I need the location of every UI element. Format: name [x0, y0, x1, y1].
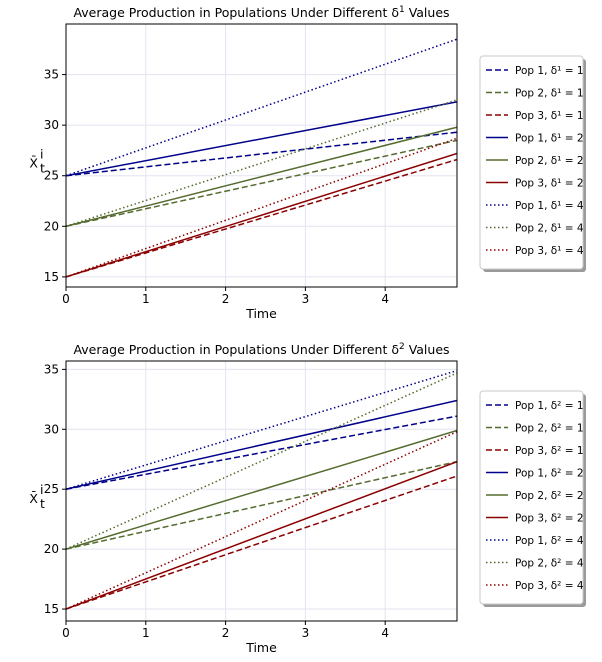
series-line-4: [66, 399, 457, 490]
plot-frame: [65, 23, 458, 288]
legend-label-5: Pop 2, δ¹ = 2: [515, 155, 584, 167]
legend-label-7: Pop 1, δ² = 4: [515, 535, 584, 547]
series-line-2: [66, 460, 457, 550]
series-line-5: [66, 126, 457, 228]
legend-label-6: Pop 3, δ¹ = 2: [515, 178, 584, 190]
chart-title-tail: Values: [405, 342, 450, 357]
y-tick-label: 15: [44, 602, 59, 616]
y-axis-label-sup: i: [40, 482, 43, 497]
y-tick-label: 30: [44, 422, 59, 436]
legend-label-8: Pop 2, δ² = 4: [515, 558, 584, 570]
chart-2: 0 1 2 3 4 15 20 25 30 35 Average Production in Pop…: [29, 342, 586, 655]
x-tick-label: 2: [222, 626, 230, 640]
y-axis-label-sup: i: [40, 147, 43, 162]
chart-title-sup: 1: [399, 5, 405, 15]
y-axis-label-sub: t: [40, 161, 45, 176]
x-tick-label: 4: [381, 626, 389, 640]
y-axis-label-sub: t: [40, 496, 45, 511]
y-tick-label: 35: [44, 362, 59, 376]
series-line-9: [66, 431, 457, 610]
series-line-9: [66, 137, 457, 278]
series-line-1: [66, 131, 457, 177]
series-line-3: [66, 158, 457, 278]
y-tick-label: 30: [44, 118, 59, 132]
chart-1: 0 1 2 3 4 15 20 25 30 35 Average Production in Pop…: [29, 5, 586, 321]
legend-label-7: Pop 1, δ¹ = 4: [515, 200, 584, 212]
plot-frame: [65, 360, 458, 622]
legend: Pop 1, δ¹ = 1 Pop 2, δ¹ = 1 Pop 3, δ¹ = 1 P…: [479, 55, 586, 272]
x-tick-label: 0: [62, 292, 70, 306]
y-tick-label: 20: [44, 219, 59, 233]
y-axis-label: X̄: [29, 156, 38, 171]
series-line-5: [66, 429, 457, 550]
series-line-6: [66, 460, 457, 610]
series-line-4: [66, 101, 457, 177]
legend-label-4: Pop 1, δ² = 2: [515, 468, 584, 480]
legend-label-5: Pop 2, δ² = 2: [515, 490, 584, 502]
x-tick-label: 0: [62, 626, 70, 640]
series-line-6: [66, 152, 457, 278]
series-line-8: [66, 99, 457, 228]
series-line-1: [66, 415, 457, 490]
series-group: [66, 38, 457, 278]
chart-title-main: Average Production in Populations Under …: [73, 5, 399, 20]
x-tick-label: 2: [222, 292, 230, 306]
series-line-7: [66, 38, 457, 177]
chart-title: Average Production in Populations Under …: [73, 342, 449, 357]
x-axis-label: Time: [245, 640, 277, 655]
chart-title-main: Average Production in Populations Under …: [73, 342, 399, 357]
legend-label-2: Pop 2, δ¹ = 1: [515, 88, 584, 100]
legend-label-9: Pop 3, δ² = 4: [515, 580, 584, 592]
series-line-8: [66, 372, 457, 550]
legend-box: [479, 390, 584, 605]
chart-title-sup: 2: [399, 342, 405, 352]
series-group: [66, 369, 457, 610]
legend-label-3: Pop 3, δ¹ = 1: [515, 110, 584, 122]
series-line-2: [66, 139, 457, 228]
chart-title: Average Production in Populations Under …: [73, 5, 449, 20]
y-tick-label: 15: [44, 270, 59, 284]
series-line-3: [66, 475, 457, 610]
y-tick-label: 25: [44, 482, 59, 496]
y-axis-label: X̄: [29, 491, 38, 506]
x-tick-label: 1: [142, 292, 150, 306]
legend-label-3: Pop 3, δ² = 1: [515, 445, 584, 457]
y-tick-label: 35: [44, 68, 59, 82]
x-axis-label: Time: [245, 306, 277, 321]
x-tick-label: 4: [381, 292, 389, 306]
x-tick-label: 3: [302, 292, 310, 306]
legend-label-9: Pop 3, δ¹ = 4: [515, 245, 584, 257]
series-line-7: [66, 369, 457, 490]
legend-label-8: Pop 2, δ¹ = 4: [515, 223, 584, 235]
chart-title-tail: Values: [405, 5, 450, 20]
legend-label-1: Pop 1, δ¹ = 1: [515, 65, 584, 77]
y-tick-label: 25: [44, 169, 59, 183]
legend-label-6: Pop 3, δ² = 2: [515, 513, 584, 525]
x-tick-label: 1: [142, 626, 150, 640]
legend-label-1: Pop 1, δ² = 1: [515, 400, 584, 412]
legend-label-4: Pop 1, δ¹ = 2: [515, 133, 584, 145]
x-tick-label: 3: [302, 626, 310, 640]
legend-label-2: Pop 2, δ² = 1: [515, 423, 584, 435]
legend: Pop 1, δ² = 1 Pop 2, δ² = 1 Pop 3, δ² = 1 P…: [479, 390, 586, 607]
legend-box: [479, 55, 584, 270]
y-tick-label: 20: [44, 542, 59, 556]
